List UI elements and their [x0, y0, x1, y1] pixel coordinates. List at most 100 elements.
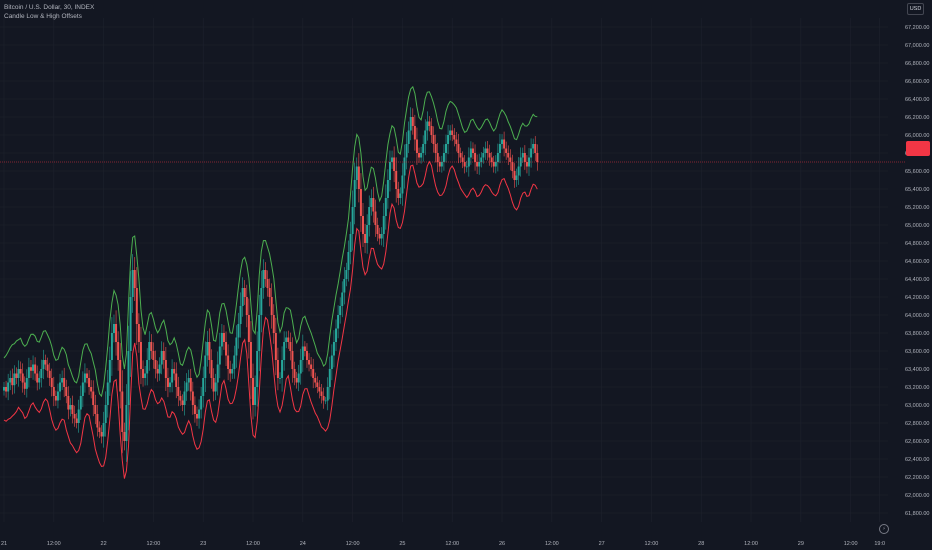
candle-body [144, 373, 147, 378]
chart-legend: Bitcoin / U.S. Dollar, 30, INDEX Candle … [4, 3, 94, 21]
candle-body [208, 342, 211, 360]
candle-body [173, 369, 176, 374]
candle-body [106, 382, 109, 405]
candle-body [411, 117, 414, 126]
candle-body [488, 153, 491, 158]
candle-body [449, 130, 452, 135]
candle-body [131, 270, 134, 297]
candle-body [227, 355, 230, 369]
candle-body [314, 378, 317, 383]
candle-body [160, 351, 163, 365]
candle-body [212, 378, 215, 392]
candle-body [229, 369, 232, 374]
candle-body [266, 279, 269, 288]
candle-body [391, 157, 394, 162]
candle-body [75, 418, 78, 423]
candle-body [25, 378, 28, 389]
y-tick-label: 63,000.00 [905, 403, 929, 409]
candle-body [9, 378, 12, 383]
candle-body [415, 139, 418, 153]
candle-body [100, 432, 103, 437]
indicator-title[interactable]: Candle Low & High Offsets [4, 13, 82, 20]
candle-body [361, 216, 364, 234]
candle-body [258, 315, 261, 351]
y-tick-label: 64,000.00 [905, 313, 929, 319]
candle-body [274, 333, 277, 360]
candle-body [422, 144, 425, 153]
candle-body [378, 234, 381, 239]
candle-body [515, 175, 518, 180]
candle-body [457, 144, 460, 153]
candle-body [345, 270, 348, 279]
y-tick-label: 64,400.00 [905, 277, 929, 283]
candle-body [278, 378, 281, 379]
candle-body [245, 297, 248, 315]
time-axis[interactable]: 21 12:00 22 12:00 23 12:00 24 12:00 25 12:00 26 12:… [1, 541, 885, 547]
candle-body [233, 355, 236, 369]
candle-body [241, 288, 244, 306]
candle-body [445, 144, 447, 153]
flash-icon[interactable]: ⚡ [879, 524, 889, 534]
symbol-title[interactable]: Bitcoin / U.S. Dollar, 30, INDEX [4, 4, 95, 11]
y-tick-label: 65,200.00 [905, 205, 929, 211]
candle-body [21, 373, 24, 383]
candle-body [384, 198, 387, 216]
candle-body [256, 351, 259, 387]
x-tick-label: 23 [200, 541, 206, 547]
candle-body [536, 153, 539, 162]
candle-body [222, 333, 225, 342]
high-offset-series [3, 85, 538, 398]
candle-body [498, 144, 501, 153]
y-tick-label: 62,600.00 [905, 439, 929, 445]
candle-body [490, 157, 493, 162]
x-tick-label: 12:00 [645, 541, 659, 547]
candle-body [501, 139, 504, 144]
candle-body [171, 369, 174, 383]
candle-body [79, 396, 82, 410]
candle-body [243, 288, 246, 297]
candle-body [187, 378, 190, 383]
candle-body [189, 378, 192, 392]
candle-body [235, 337, 238, 356]
candle-body [166, 378, 169, 387]
candle-body [158, 364, 161, 374]
candle-body [316, 382, 319, 387]
candle-body [351, 207, 354, 234]
candle-body [175, 373, 178, 387]
x-tick-label: 19:0 [874, 541, 885, 547]
candle-body [200, 396, 203, 410]
candle-body [474, 153, 477, 162]
candle-body [7, 382, 10, 392]
candle-body [125, 405, 128, 441]
candle-body [428, 121, 431, 126]
candle-body [440, 162, 443, 167]
y-tick-label: 65,400.00 [905, 187, 929, 193]
candle-body [492, 162, 495, 167]
low-offset-series [3, 160, 538, 479]
candle-body [137, 324, 140, 342]
candle-body [54, 396, 57, 401]
candle-body [324, 400, 327, 402]
candle-body [210, 360, 213, 378]
candle-body [335, 328, 338, 342]
candle-body [121, 391, 124, 432]
x-tick-label: 12:00 [744, 541, 758, 547]
y-tick-label: 64,600.00 [905, 259, 929, 265]
candle-body [442, 153, 445, 162]
currency-button[interactable]: USD [907, 3, 924, 15]
candle-body [183, 391, 186, 405]
y-tick-label: 63,400.00 [905, 367, 929, 373]
candle-body [461, 157, 464, 162]
candle-body [455, 139, 458, 144]
price-axis[interactable]: 61,800.00 62,000.00 62,200.00 62,400.00 62,6… [905, 25, 929, 517]
candle-body [509, 157, 512, 162]
candle-body [291, 351, 294, 369]
candle-body [359, 189, 362, 216]
candle-body [330, 355, 333, 369]
x-tick-label: 28 [698, 541, 704, 547]
candle-body [56, 391, 59, 401]
candle-body [96, 414, 99, 428]
candle-body [112, 324, 115, 333]
candle-body [303, 346, 306, 351]
